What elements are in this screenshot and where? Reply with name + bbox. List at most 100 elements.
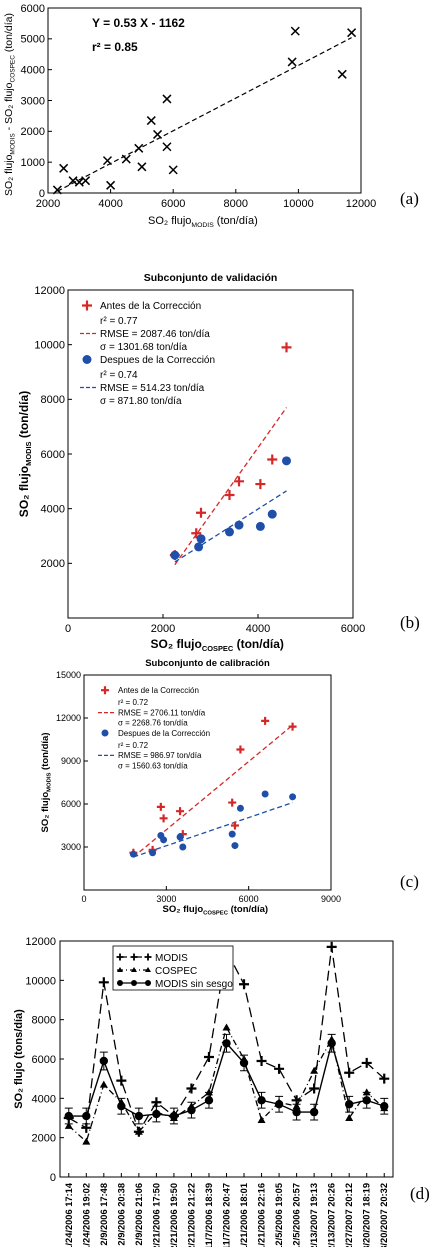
x-tick-label: 2/13/2007 20:26	[327, 1183, 337, 1247]
x-tick-label: 0	[65, 623, 71, 635]
plot-frame	[47, 7, 362, 194]
data-point	[309, 1083, 320, 1094]
data-point	[344, 1067, 355, 1078]
label-part: SO₂ flujo	[17, 466, 31, 517]
legend-label: MODIS sin sesgo	[155, 979, 233, 990]
y-tick-label: 12000	[25, 936, 56, 948]
data-point	[99, 1056, 109, 1066]
data-point	[82, 1137, 91, 1145]
legend-marker	[131, 967, 137, 972]
data-point	[102, 156, 113, 166]
data-point	[106, 180, 116, 190]
x-tick-label: 3000	[156, 894, 176, 904]
data-point	[255, 479, 266, 490]
x-tick-label: 6000	[161, 198, 185, 210]
y-tick-label: 6000	[41, 449, 65, 461]
data-point	[310, 1066, 319, 1074]
data-point	[82, 355, 92, 364]
data-point	[228, 798, 237, 807]
legend-label: r² = 0.74	[100, 370, 138, 381]
data-point	[239, 1058, 249, 1068]
data-point	[234, 476, 244, 487]
regression-line	[133, 801, 293, 858]
panel-label: (a)	[400, 189, 419, 208]
x-tick-label: 12000	[346, 198, 377, 210]
data-point	[179, 843, 187, 851]
label-part: (ton/día)	[214, 215, 258, 227]
x-tick-label: 11/7/2006 18:39	[204, 1183, 214, 1247]
data-point	[281, 342, 292, 353]
data-point	[292, 1107, 301, 1117]
legend-marker	[145, 967, 151, 972]
data-point	[52, 185, 62, 195]
data-point	[225, 527, 234, 537]
y-tick-label: 12000	[56, 713, 81, 723]
data-point	[362, 1096, 371, 1105]
data-point	[149, 849, 157, 857]
x-tick-label: 12/5/2006 19:05	[274, 1183, 284, 1247]
y-tick-label: 8000	[32, 1015, 56, 1027]
legend-label: COSPEC	[155, 966, 197, 977]
data-point	[287, 57, 297, 67]
data-point	[137, 162, 147, 172]
data-point	[274, 1063, 285, 1074]
legend-label: RMSE = 2087.46 ton/día	[100, 329, 210, 340]
regression-line	[174, 407, 288, 566]
legend-label: σ = 2268.76 ton/día	[118, 719, 188, 728]
x-tick-label: 9000	[321, 894, 341, 904]
regression-line	[174, 490, 287, 563]
data-point	[160, 836, 168, 844]
y-axis-label: SO₂ flujoMODIS (ton/día)	[17, 391, 33, 517]
label-part: (ton/día)	[228, 904, 268, 915]
data-point	[117, 980, 123, 986]
legend-label: σ = 1560.63 ton/día	[118, 761, 188, 770]
y-tick-label: 2000	[21, 126, 45, 138]
y-tick-label: 6000	[61, 799, 81, 809]
y-tick-label: 3000	[61, 842, 81, 852]
legend-label: RMSE = 514.23 ton/día	[100, 383, 205, 394]
x-tick-label: 2/13/2007 19:13	[309, 1183, 319, 1247]
y-tick-label: 8000	[41, 394, 65, 406]
panel-label: (d)	[410, 1184, 430, 1203]
data-point	[222, 1023, 231, 1031]
data-point	[230, 821, 239, 830]
r2-label: r² = 0.85	[92, 40, 138, 54]
data-point	[194, 542, 204, 552]
chart-a: 2000 4000 6000 8000 10000 12000 0 1000 2000 3000 4…	[3, 3, 419, 229]
data-point	[153, 129, 163, 139]
data-point	[176, 807, 185, 816]
data-point	[101, 729, 109, 737]
x-tick-label: 1/24/2006 19:02	[81, 1183, 91, 1247]
label-part: SO₂ flujo	[163, 904, 204, 915]
data-point	[101, 686, 109, 695]
x-tick-label: 4000	[98, 198, 122, 210]
data-point	[274, 1100, 284, 1109]
series-line	[68, 1040, 385, 1117]
legend-label: MODIS	[155, 953, 188, 964]
x-tick-label: 2000	[36, 198, 60, 210]
x-tick-label: 12/5/2006 20:57	[292, 1183, 302, 1247]
label-subscript: COSPEC	[202, 644, 234, 653]
data-point	[176, 833, 184, 841]
y-tick-label: 5000	[21, 34, 45, 46]
y-tick-label: 10000	[34, 340, 65, 352]
data-point	[168, 165, 178, 175]
legend: MODIS COSPEC MODIS sin sesgo	[112, 945, 234, 991]
data-point	[228, 830, 236, 838]
label-subscript: MODIS	[10, 133, 17, 155]
y-tick-label: 0	[50, 1172, 56, 1184]
chart-title: Subconjunto de calibración	[145, 658, 270, 669]
data-point	[261, 790, 269, 798]
x-tick-label: 2/21/2006 21:22	[186, 1183, 196, 1247]
data-point	[326, 941, 337, 952]
y-tick-label: 4000	[32, 1093, 56, 1105]
data-point	[162, 94, 172, 104]
data-point	[289, 793, 297, 801]
y-tick-label: 2000	[32, 1133, 56, 1145]
data-point	[231, 842, 239, 850]
x-axis-label: SO₂ flujoMODIS (ton/día)	[148, 215, 258, 229]
x-tick-label: 2/27/2007 20:12	[344, 1183, 354, 1247]
x-tick-label: 6000	[341, 623, 365, 635]
label-subscript: COSPEC	[10, 55, 17, 83]
data-point	[169, 1111, 179, 1121]
